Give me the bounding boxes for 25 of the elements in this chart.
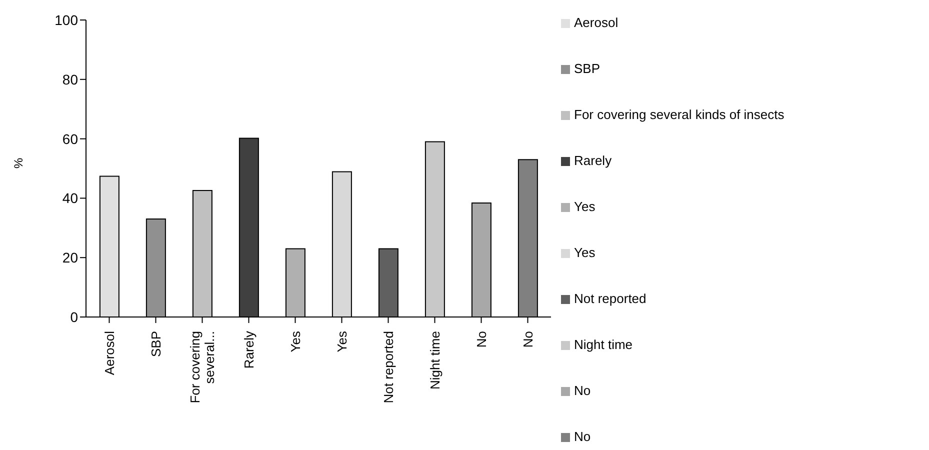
legend-label: No xyxy=(574,429,591,444)
x-tick-label: Yes xyxy=(334,330,350,352)
x-tick-label: SBP xyxy=(148,331,164,358)
legend-label: Rarely xyxy=(574,153,612,168)
legend-label: For covering several kinds of insects xyxy=(574,107,784,122)
y-tick-label: 60 xyxy=(62,130,78,147)
y-axis-title: % xyxy=(11,158,26,168)
x-tick-label: No xyxy=(474,331,489,348)
y-tick-label: 0 xyxy=(70,308,78,325)
y-tick-label: 100 xyxy=(54,12,78,28)
legend-label: Not reported xyxy=(574,291,646,306)
y-tick-label: 20 xyxy=(62,250,78,266)
x-tick-label: Not reported xyxy=(380,331,396,404)
x-tick-label: Rarely xyxy=(241,330,256,369)
x-tick-label: For covering several... xyxy=(188,331,217,404)
legend-label: SBP xyxy=(574,61,600,76)
x-tick-label: Yes xyxy=(288,330,303,352)
legend-label: Yes xyxy=(574,245,596,260)
legend-label: Yes xyxy=(574,199,596,214)
x-tick-label: Aerosol xyxy=(102,330,117,376)
x-tick-label: No xyxy=(520,331,536,348)
y-tick-label: 40 xyxy=(62,190,78,206)
legend-label: Aerosol xyxy=(574,15,618,30)
x-tick-label: Night time xyxy=(427,331,442,390)
y-tick-label: 80 xyxy=(62,71,78,88)
